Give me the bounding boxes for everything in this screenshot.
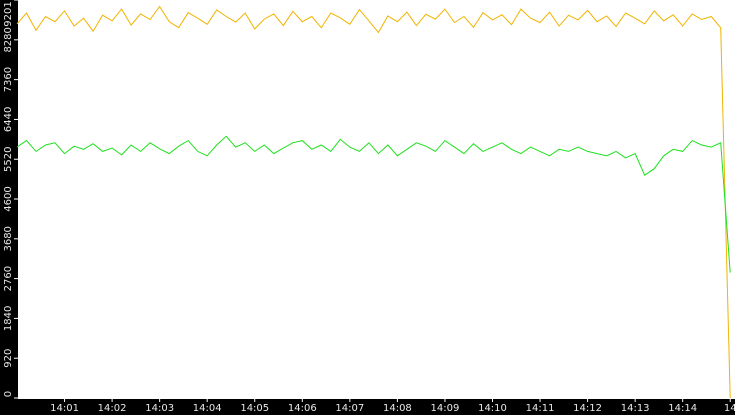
x-tick-label: 14:11: [526, 403, 555, 414]
y-tick-label: 0: [3, 391, 14, 397]
y-tick-label: 1840: [3, 306, 14, 331]
x-tick-label: 14:03: [145, 403, 174, 414]
x-tick-label: 14:01: [50, 403, 79, 414]
series-line: [16, 135, 731, 273]
x-tick-label: 14:04: [193, 403, 222, 414]
y-tick-label: 3680: [3, 226, 14, 251]
y-tick-label: 7360: [3, 67, 14, 92]
x-tick-label: 14: [724, 403, 735, 414]
y-tick-label: 9201: [3, 1, 14, 26]
y-tick-label: 8280: [3, 27, 14, 52]
x-tick-label: 14:07: [335, 403, 364, 414]
y-tick-label: 4600: [3, 186, 14, 211]
x-tick-label: 14:02: [98, 403, 127, 414]
x-tick-label: 14:14: [668, 403, 697, 414]
y-tick-label: 920: [3, 349, 14, 368]
x-tick-label: 14:08: [383, 403, 412, 414]
x-tick-label: 14:13: [621, 403, 650, 414]
y-tick-label: 5520: [3, 146, 14, 171]
y-tick-label: 2760: [3, 266, 14, 291]
x-tick-label: 14:12: [573, 403, 602, 414]
y-tick-label: 6440: [3, 107, 14, 132]
series-line: [16, 5, 731, 399]
x-tick-label: 14:09: [431, 403, 460, 414]
x-axis-strip: [0, 399, 735, 415]
y-axis-strip: [0, 0, 18, 415]
x-tick-label: 14:10: [478, 403, 507, 414]
x-tick-label: 14:05: [240, 403, 269, 414]
x-tick-label: 14:06: [288, 403, 317, 414]
